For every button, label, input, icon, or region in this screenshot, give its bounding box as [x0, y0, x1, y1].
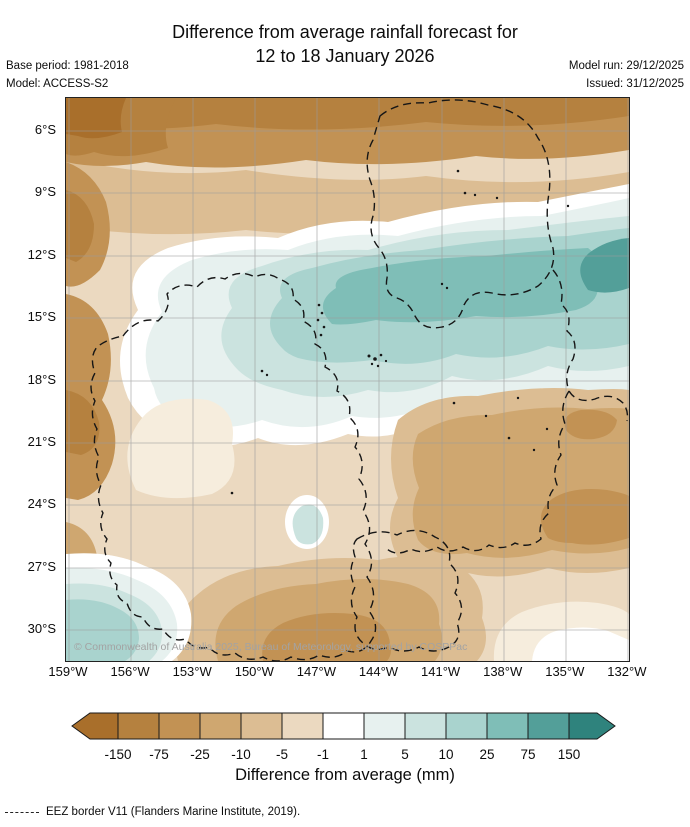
legend-cell — [199, 712, 242, 740]
legend-tick: -25 — [190, 747, 210, 762]
legend-tick: -5 — [276, 747, 288, 762]
lon-label: 153°W — [172, 664, 212, 679]
copyright-text: © Commonwealth of Australia 2025, Bureau… — [74, 641, 468, 653]
map-svg — [66, 98, 629, 661]
lon-axis: 159°W 156°W 153°W 150°W 147°W 144°W 141°W 138°W… — [48, 664, 646, 684]
contour-fills — [66, 98, 629, 661]
lat-label: 30°S — [27, 621, 56, 637]
title-line-2: 12 to 18 January 2026 — [255, 46, 435, 66]
legend-cell — [281, 712, 324, 740]
legend: -150 -75 -25 -10 -5 -1 1 5 10 25 75 150 — [65, 712, 625, 766]
legend-cell — [240, 712, 283, 740]
legend-cell — [404, 712, 447, 740]
lon-label: 132°W — [607, 664, 647, 679]
legend-tick: -1 — [317, 747, 329, 762]
meta-right: Model run: 29/12/2025 Issued: 31/12/2025 — [569, 58, 684, 93]
lat-label: 12°S — [27, 246, 56, 262]
lat-label: 18°S — [27, 371, 56, 387]
legend-cell — [568, 712, 616, 740]
lon-label: 156°W — [110, 664, 150, 679]
title-line-1: Difference from average rainfall forecas… — [172, 22, 518, 42]
lat-axis: 6°S 9°S 12°S 15°S 18°S 21°S 24°S 27°S 30°S — [0, 97, 62, 660]
legend-tick: 75 — [520, 747, 535, 762]
base-period-label: Base period: 1981-2018 — [6, 60, 129, 72]
legend-tick: -75 — [149, 747, 169, 762]
lat-label: 15°S — [27, 309, 56, 325]
lat-label: 9°S — [34, 184, 56, 200]
legend-cell — [363, 712, 406, 740]
legend-bar: -150 -75 -25 -10 -5 -1 1 5 10 25 75 150 — [71, 712, 616, 762]
page-title: Difference from average rainfall forecas… — [0, 20, 690, 68]
lon-label: 135°W — [545, 664, 585, 679]
legend-tick: 10 — [438, 747, 453, 762]
legend-tick: 1 — [360, 747, 368, 762]
legend-cell — [445, 712, 488, 740]
eez-dash-sample — [5, 811, 39, 813]
issued-label: Issued: 31/12/2025 — [586, 77, 684, 90]
legend-title: Difference from average (mm) — [235, 766, 455, 784]
lon-label: 159°W — [48, 664, 88, 679]
legend-tick: 25 — [479, 747, 494, 762]
lat-label: 24°S — [27, 496, 56, 512]
lon-label: 141°W — [421, 664, 461, 679]
legend-cell — [117, 712, 160, 740]
legend-cell — [322, 712, 365, 740]
lon-label: 144°W — [358, 664, 399, 679]
legend-tick: -150 — [104, 747, 131, 762]
lat-label: 6°S — [34, 122, 56, 137]
island-marks — [230, 169, 570, 495]
eez-footer: EEZ border V11 (Flanders Marine Institut… — [5, 806, 300, 818]
eez-border-lines — [90, 99, 629, 661]
lat-label: 21°S — [27, 434, 56, 449]
model-label: Model: ACCESS-S2 — [6, 77, 109, 90]
map-figure: © Commonwealth of Australia 2025, Bureau… — [65, 97, 630, 662]
legend-tick: -10 — [231, 747, 251, 762]
lon-label: 150°W — [234, 664, 274, 679]
model-run-label: Model run: 29/12/2025 — [568, 60, 684, 72]
lat-label: 27°S — [27, 558, 56, 574]
lon-label: 138°W — [483, 664, 523, 679]
eez-footer-label: EEZ border V11 (Flanders Marine Institut… — [46, 806, 301, 818]
grid-lines — [66, 98, 629, 661]
legend-cell — [486, 712, 529, 740]
legend-cell — [71, 712, 119, 740]
legend-cell — [158, 712, 201, 740]
meta-left: Base period: 1981-2018 Model: ACCESS-S2 — [6, 58, 129, 93]
lon-label: 147°W — [296, 664, 336, 679]
legend-cell — [527, 712, 570, 740]
legend-tick: 150 — [558, 747, 581, 762]
legend-tick: 5 — [401, 747, 409, 762]
